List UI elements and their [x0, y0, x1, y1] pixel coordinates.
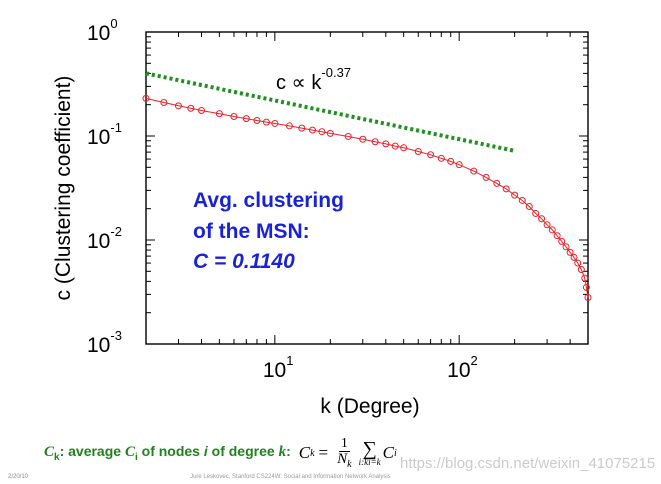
x-tick-label: 101	[263, 353, 294, 382]
data-point	[262, 118, 270, 126]
data-point	[344, 132, 352, 140]
data-point	[574, 259, 582, 267]
watermark: https://blog.csdn.net/weixin_41075215	[400, 455, 656, 472]
formula-lhs: C	[298, 443, 311, 462]
x-tick-label: 102	[447, 353, 478, 382]
caption-ci: C	[124, 444, 135, 461]
data-point	[525, 202, 533, 210]
data-point	[511, 191, 519, 199]
avg-clustering-line1: Avg. clustering	[193, 189, 344, 212]
data-point	[543, 221, 551, 229]
y-tick-label: 100	[87, 16, 118, 45]
data-point	[548, 226, 556, 234]
data-point	[562, 243, 570, 251]
power-law-base: c ∝ k	[276, 72, 322, 94]
data-point	[582, 283, 590, 291]
tick-labels: 101 102 100 10-1 10-2 10-3	[87, 16, 478, 382]
data-point	[558, 237, 566, 245]
data-point	[359, 135, 367, 143]
caption: Ck: average Ci of nodes i of degree k: C…	[44, 435, 397, 470]
avg-clustering-value: C = 0.1140	[193, 250, 295, 273]
sigma-icon: ∑	[362, 437, 377, 460]
y-tick-label: 10-2	[87, 224, 122, 253]
formula-fraction: 1 Nk	[335, 435, 353, 470]
tick-marks	[145, 31, 589, 345]
formula-rhs: C	[382, 443, 394, 462]
data-point	[447, 157, 455, 165]
caption-ci-sub: i	[134, 451, 138, 463]
data-point	[427, 151, 435, 159]
caption-text1: : average	[59, 443, 125, 460]
formula-numerator: 1	[338, 435, 350, 452]
data-point	[577, 266, 585, 274]
data-point	[230, 112, 238, 120]
data-point	[187, 104, 195, 112]
formula-sum-index: i:ki=k	[358, 456, 381, 467]
data-point	[532, 209, 540, 217]
footer-credit: Jure Leskovec, Stanford CS224W: Social a…	[190, 474, 391, 480]
data-point	[318, 128, 326, 136]
data-point	[371, 138, 379, 146]
data-point	[174, 102, 182, 110]
data-point	[242, 115, 250, 123]
caption-i: i	[203, 443, 208, 460]
y-tick-label: 10-1	[87, 120, 122, 149]
fit-line	[145, 71, 516, 153]
data-point	[271, 119, 279, 127]
data-point	[538, 215, 546, 223]
formula-sum: ∑ i:ki=k	[358, 437, 381, 467]
data-point	[400, 144, 408, 152]
avg-clustering-line2: of the MSN:	[193, 220, 310, 243]
data-line	[145, 97, 589, 298]
formula-rhs-sub: i	[394, 447, 397, 459]
data-point	[502, 185, 510, 193]
data-point	[518, 196, 526, 204]
caption-k: k	[278, 444, 287, 461]
data-point	[298, 124, 306, 132]
data-point	[437, 154, 445, 162]
fit-line-series	[145, 71, 516, 153]
formula-den: N	[337, 450, 348, 467]
data-point	[570, 253, 578, 261]
data-point	[414, 147, 422, 155]
data-point	[215, 110, 223, 118]
power-law-exponent: -0.37	[321, 65, 351, 80]
data-point	[566, 248, 574, 256]
caption-ck-sub: k	[54, 451, 60, 463]
data-point	[470, 167, 478, 175]
data-series	[142, 94, 592, 301]
x-axis-label: k (Degree)	[320, 395, 419, 418]
y-axis-label: c (Clustering coefficient)	[52, 76, 75, 301]
formula-lhs-sub: k	[310, 447, 315, 459]
y-tick-label: 10-3	[87, 328, 122, 357]
data-point	[253, 116, 261, 124]
data-point	[553, 232, 561, 240]
caption-colon: :	[286, 443, 291, 460]
data-point	[493, 179, 501, 187]
formula-den-sub: k	[347, 458, 352, 470]
data-point	[482, 173, 490, 181]
caption-text2: of nodes	[137, 443, 204, 460]
data-point	[455, 161, 463, 169]
data-point	[308, 126, 316, 134]
footer-date: 2/20/10	[8, 474, 29, 480]
data-point	[160, 98, 168, 106]
caption-text: Ck: average Ci of nodes i of degree k:	[44, 443, 291, 463]
data-point	[285, 122, 293, 130]
formula-equals: =	[318, 443, 329, 462]
formula-denominator: Nk	[335, 450, 353, 470]
plot-frame	[145, 31, 589, 345]
data-point	[142, 94, 150, 102]
data-point	[197, 106, 205, 114]
data-point	[581, 274, 589, 282]
caption-ck: C	[44, 444, 55, 461]
chart: 101 102 100 10-1 10-2 10-3 k (Degree) c (Clus…	[52, 16, 592, 418]
data-point	[391, 142, 399, 150]
data-point	[326, 129, 334, 137]
power-law-annotation: c ∝ k-0.37	[276, 65, 351, 94]
data-point	[584, 293, 592, 301]
caption-text3: of degree	[207, 443, 279, 460]
data-point	[382, 140, 390, 148]
